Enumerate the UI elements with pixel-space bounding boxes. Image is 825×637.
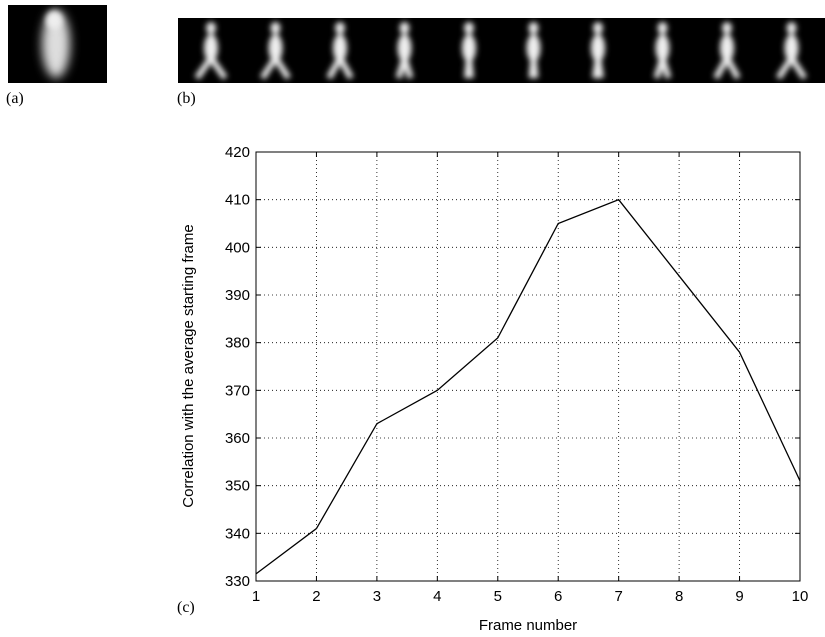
panel-label: (a) bbox=[6, 90, 24, 107]
panel-a-image bbox=[8, 5, 107, 83]
silhouette bbox=[653, 22, 672, 79]
plot-frame bbox=[255, 151, 801, 582]
silhouette-leg bbox=[194, 56, 214, 80]
silhouette-body bbox=[784, 34, 799, 62]
y-tick-label: 420 bbox=[225, 144, 250, 161]
silhouette bbox=[395, 22, 414, 79]
silhouette-body bbox=[720, 34, 734, 62]
x-tick-label: 8 bbox=[675, 588, 683, 605]
silhouette-head bbox=[786, 22, 797, 34]
silhouette-body bbox=[268, 34, 283, 62]
silhouette-head bbox=[593, 22, 603, 34]
silhouette-leg bbox=[259, 56, 279, 80]
silhouette bbox=[775, 22, 808, 80]
y-tick-label: 390 bbox=[225, 287, 250, 304]
x-tick-label: 1 bbox=[252, 588, 260, 605]
silhouette-leg bbox=[724, 56, 741, 80]
silhouette-body bbox=[397, 34, 412, 62]
silhouette-head bbox=[464, 22, 474, 34]
data-line bbox=[255, 198, 801, 575]
x-tick-label: 3 bbox=[373, 588, 381, 605]
silhouette-leg bbox=[326, 56, 343, 80]
silhouette-body bbox=[462, 34, 476, 62]
x-tick-label: 9 bbox=[735, 588, 743, 605]
silhouette-head bbox=[270, 22, 281, 34]
silhouette-head bbox=[657, 22, 668, 34]
y-tick-label: 360 bbox=[225, 430, 250, 447]
silhouette-leg bbox=[788, 56, 808, 80]
y-tick-label: 380 bbox=[225, 335, 250, 352]
silhouette bbox=[591, 22, 605, 79]
silhouette-leg bbox=[401, 57, 414, 79]
silhouette bbox=[259, 22, 292, 80]
y-tick-label: 370 bbox=[225, 382, 250, 399]
silhouette-leg bbox=[466, 57, 474, 79]
silhouette-leg bbox=[530, 57, 539, 79]
silhouette-head bbox=[528, 22, 539, 34]
silhouette-leg bbox=[659, 57, 672, 79]
y-tick-label: 330 bbox=[225, 573, 250, 590]
silhouette-leg bbox=[595, 57, 604, 79]
y-tick-label: 410 bbox=[225, 192, 250, 209]
silhouette-body bbox=[655, 34, 670, 62]
silhouette bbox=[326, 22, 354, 80]
silhouette bbox=[462, 22, 476, 79]
silhouette-leg bbox=[713, 56, 730, 80]
silhouette-head bbox=[399, 22, 410, 34]
panel-b-image bbox=[178, 18, 825, 83]
panel-label: (b) bbox=[177, 90, 196, 107]
panel-label: (c) bbox=[177, 599, 195, 616]
silhouette bbox=[526, 22, 541, 79]
y-tick-label: 340 bbox=[225, 525, 250, 542]
y-tick-label: 350 bbox=[225, 478, 250, 495]
silhouette-head bbox=[335, 22, 345, 34]
x-axis-label: Frame number bbox=[479, 617, 577, 634]
y-axis-label: Correlation with the average starting fr… bbox=[180, 224, 197, 507]
silhouette-body bbox=[204, 34, 218, 62]
x-tick-label: 4 bbox=[433, 588, 441, 605]
silhouette-head bbox=[722, 22, 732, 34]
silhouette-body bbox=[526, 34, 541, 62]
x-tick-label: 5 bbox=[494, 588, 502, 605]
silhouette-leg bbox=[272, 56, 292, 80]
x-tick-label: 10 bbox=[792, 588, 809, 605]
silhouette bbox=[194, 22, 228, 80]
silhouette bbox=[713, 22, 741, 80]
silhouette-leg bbox=[208, 56, 228, 80]
silhouette-leg bbox=[775, 56, 795, 80]
silhouette-leg bbox=[337, 56, 354, 80]
x-tick-label: 6 bbox=[554, 588, 562, 605]
silhouette-body bbox=[333, 34, 347, 62]
silhouette-body bbox=[591, 34, 605, 62]
y-tick-label: 400 bbox=[225, 239, 250, 256]
x-tick-label: 7 bbox=[614, 588, 622, 605]
x-tick-label: 2 bbox=[312, 588, 320, 605]
silhouette-head bbox=[206, 22, 216, 34]
